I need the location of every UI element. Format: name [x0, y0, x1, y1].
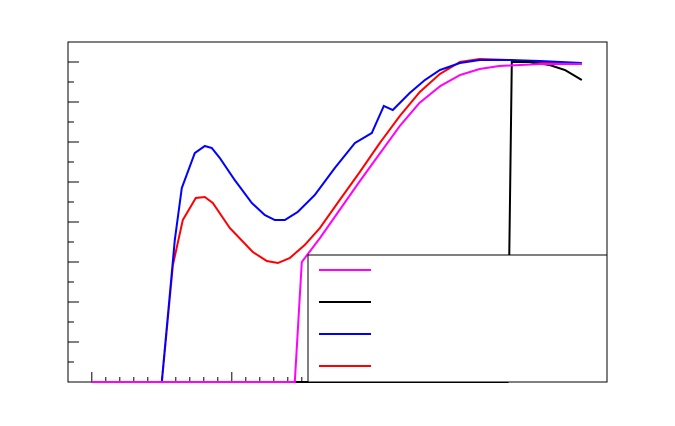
legend-box	[307, 254, 608, 383]
series-line	[91, 59, 582, 383]
legend	[307, 254, 608, 383]
series-line	[91, 63, 582, 383]
